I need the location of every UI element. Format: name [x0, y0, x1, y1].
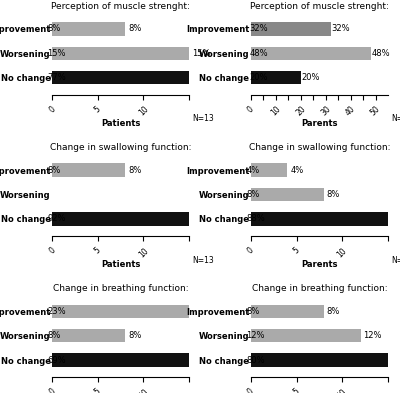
- Title: Perception of muscle strenght:: Perception of muscle strenght:: [51, 2, 190, 11]
- Text: 20%: 20%: [250, 73, 268, 82]
- Text: 8%: 8%: [246, 190, 260, 199]
- Bar: [251, 329, 360, 342]
- Bar: [251, 305, 324, 318]
- Bar: [52, 329, 125, 342]
- X-axis label: Patients: Patients: [101, 260, 140, 269]
- Text: 8%: 8%: [48, 331, 61, 340]
- Text: 69%: 69%: [48, 356, 66, 365]
- Text: 15%: 15%: [192, 49, 210, 58]
- Bar: [251, 188, 324, 201]
- Title: Change in breathing function:: Change in breathing function:: [252, 285, 387, 294]
- Bar: [251, 163, 288, 177]
- X-axis label: Parents: Parents: [301, 260, 338, 269]
- Title: Perception of muscle strenght:: Perception of muscle strenght:: [250, 2, 389, 11]
- Text: 8%: 8%: [327, 307, 340, 316]
- Text: 8%: 8%: [246, 307, 260, 316]
- Bar: [251, 22, 331, 36]
- Text: N=13: N=13: [192, 114, 214, 123]
- Bar: [251, 47, 370, 60]
- Text: 12%: 12%: [246, 331, 265, 340]
- Bar: [251, 353, 400, 367]
- X-axis label: Patients: Patients: [101, 119, 140, 128]
- Text: 8%: 8%: [128, 331, 141, 340]
- Text: 88%: 88%: [246, 215, 265, 224]
- Text: 8%: 8%: [128, 165, 141, 174]
- Text: 77%: 77%: [48, 73, 66, 82]
- Bar: [52, 47, 189, 60]
- Bar: [251, 71, 301, 84]
- Text: 8%: 8%: [128, 24, 141, 33]
- Text: N=13: N=13: [192, 255, 214, 264]
- Text: 32%: 32%: [250, 24, 268, 33]
- Title: Change in swallowing function:: Change in swallowing function:: [249, 143, 390, 152]
- Text: 48%: 48%: [371, 49, 390, 58]
- Text: 15%: 15%: [48, 49, 66, 58]
- Text: 92%: 92%: [48, 215, 66, 224]
- Text: 12%: 12%: [363, 331, 382, 340]
- Bar: [52, 163, 125, 177]
- Bar: [251, 212, 400, 226]
- Bar: [52, 71, 400, 84]
- Bar: [52, 305, 262, 318]
- Text: 8%: 8%: [48, 165, 61, 174]
- Text: 32%: 32%: [331, 24, 350, 33]
- Text: 23%: 23%: [265, 307, 284, 316]
- Text: 80%: 80%: [246, 356, 265, 365]
- Text: 8%: 8%: [48, 24, 61, 33]
- Text: 8%: 8%: [327, 190, 340, 199]
- Title: Change in swallowing function:: Change in swallowing function:: [50, 143, 191, 152]
- X-axis label: Parents: Parents: [301, 119, 338, 128]
- Text: N=25: N=25: [391, 255, 400, 264]
- Text: N=25: N=25: [391, 114, 400, 123]
- Bar: [52, 212, 400, 226]
- Text: 48%: 48%: [250, 49, 268, 58]
- Bar: [52, 353, 400, 367]
- Bar: [52, 22, 125, 36]
- Text: 20%: 20%: [302, 73, 320, 82]
- Text: 4%: 4%: [246, 165, 260, 174]
- Text: 23%: 23%: [48, 307, 66, 316]
- Title: Change in breathing function:: Change in breathing function:: [53, 285, 188, 294]
- Text: 4%: 4%: [290, 165, 304, 174]
